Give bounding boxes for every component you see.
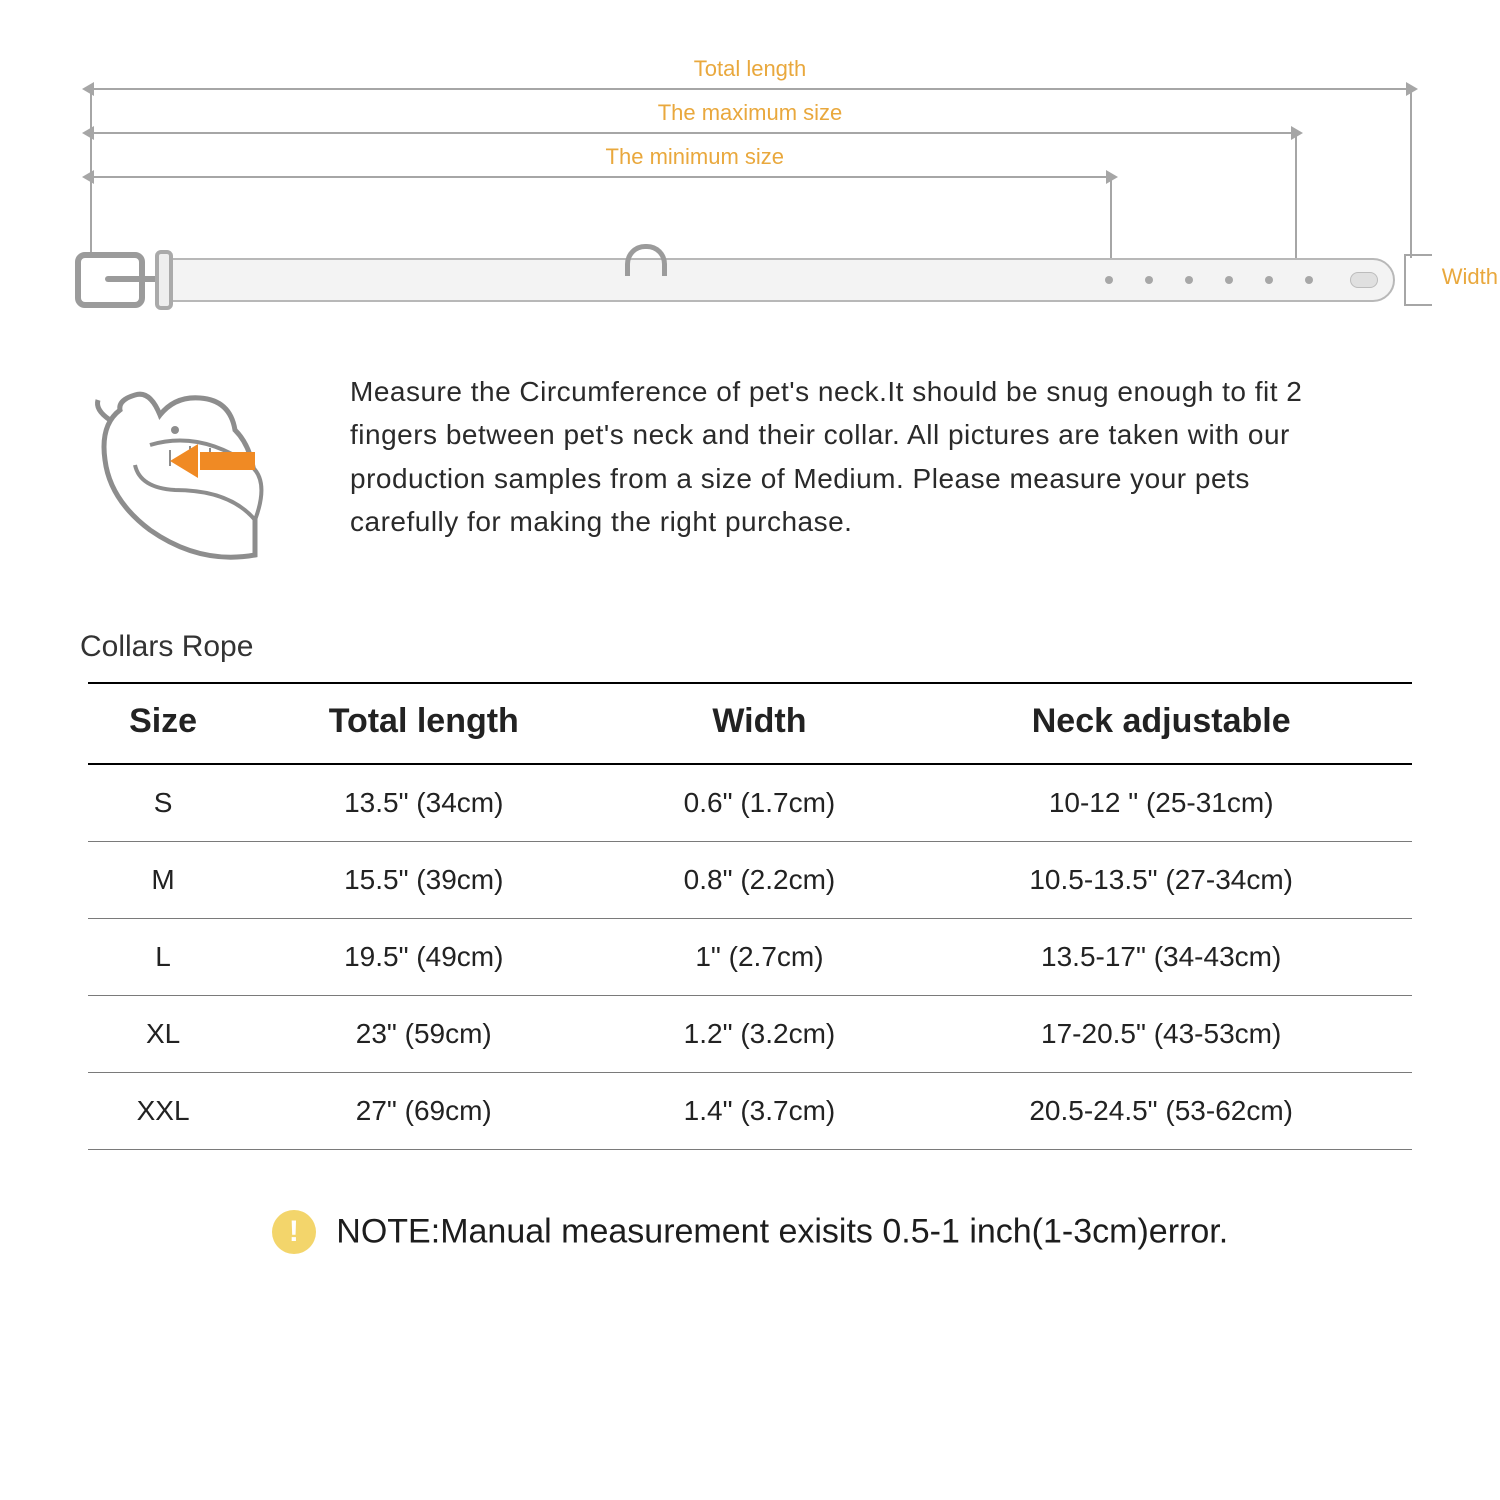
- table-row: L19.5" (49cm)1" (2.7cm)13.5-17" (34-43cm…: [88, 919, 1413, 996]
- collar-illustration: [65, 250, 1435, 310]
- table-cell: 10-12 " (25-31cm): [910, 764, 1412, 842]
- table-row: XL23" (59cm)1.2" (3.2cm)17-20.5" (43-53c…: [88, 996, 1413, 1073]
- arrow-icon: [82, 126, 94, 140]
- col-neck-adjustable: Neck adjustable: [910, 683, 1412, 764]
- collar-strap: [165, 258, 1395, 302]
- table-cell: 1.4" (3.7cm): [609, 1073, 910, 1150]
- label-max-size: The maximum size: [658, 100, 843, 126]
- table-row: S13.5" (34cm)0.6" (1.7cm)10-12 " (25-31c…: [88, 764, 1413, 842]
- arrow-icon: [82, 82, 94, 96]
- arrow-icon: [1291, 126, 1303, 140]
- table-header-row: Size Total length Width Neck adjustable: [88, 683, 1413, 764]
- collar-tag: [1350, 272, 1378, 288]
- label-width: Width: [1442, 264, 1498, 290]
- table-cell: 20.5-24.5" (53-62cm): [910, 1073, 1412, 1150]
- collar-hole: [1105, 276, 1113, 284]
- arrow-icon: [1106, 170, 1118, 184]
- table-cell: 23" (59cm): [239, 996, 609, 1073]
- table-cell: 13.5-17" (34-43cm): [910, 919, 1412, 996]
- dog-measure-icon: [80, 370, 310, 575]
- collar-keeper: [155, 250, 173, 310]
- dim-tick: [1110, 176, 1112, 258]
- table-cell: XXL: [88, 1073, 239, 1150]
- col-total-length: Total length: [239, 683, 609, 764]
- table-cell: 1.2" (3.2cm): [609, 996, 910, 1073]
- label-min-size: The minimum size: [606, 144, 784, 170]
- table-cell: L: [88, 919, 239, 996]
- table-cell: 13.5" (34cm): [239, 764, 609, 842]
- table-cell: S: [88, 764, 239, 842]
- label-total-length: Total length: [694, 56, 807, 82]
- table-cell: 0.8" (2.2cm): [609, 842, 910, 919]
- d-ring-icon: [625, 244, 667, 276]
- collar-dimension-diagram: Total length The maximum size The minimu…: [60, 60, 1440, 320]
- table-cell: 0.6" (1.7cm): [609, 764, 910, 842]
- note-prefix: NOTE:: [336, 1213, 440, 1251]
- table-cell: XL: [88, 996, 239, 1073]
- col-width: Width: [609, 683, 910, 764]
- col-size: Size: [88, 683, 239, 764]
- collar-hole: [1265, 276, 1273, 284]
- instruction-text: Measure the Circumference of pet's neck.…: [350, 370, 1350, 544]
- note-body: Manual measurement exisits 0.5-1 inch(1-…: [440, 1213, 1228, 1251]
- table-cell: 17-20.5" (43-53cm): [910, 996, 1412, 1073]
- instruction-row: Measure the Circumference of pet's neck.…: [60, 370, 1440, 575]
- table-cell: 10.5-13.5" (27-34cm): [910, 842, 1412, 919]
- width-bracket: [1404, 254, 1444, 306]
- table-cell: 27" (69cm): [239, 1073, 609, 1150]
- size-table: Size Total length Width Neck adjustable …: [88, 682, 1413, 1150]
- dim-tick: [1295, 132, 1297, 258]
- table-title: Collars Rope: [80, 630, 1440, 664]
- dim-line-total: [90, 88, 1410, 90]
- warning-icon: !: [272, 1210, 316, 1254]
- note-text: NOTE:Manual measurement exisits 0.5-1 in…: [336, 1213, 1228, 1251]
- table-row: M15.5" (39cm)0.8" (2.2cm)10.5-13.5" (27-…: [88, 842, 1413, 919]
- dim-tick: [1410, 88, 1412, 258]
- arrow-icon: [82, 170, 94, 184]
- dim-line-max: [90, 132, 1295, 134]
- collar-hole: [1225, 276, 1233, 284]
- arrow-icon: [1406, 82, 1418, 96]
- table-cell: 15.5" (39cm): [239, 842, 609, 919]
- table-cell: 1" (2.7cm): [609, 919, 910, 996]
- dim-line-min: [90, 176, 1110, 178]
- table-cell: 19.5" (49cm): [239, 919, 609, 996]
- table-cell: M: [88, 842, 239, 919]
- collar-hole: [1305, 276, 1313, 284]
- collar-hole: [1185, 276, 1193, 284]
- table-row: XXL27" (69cm)1.4" (3.7cm)20.5-24.5" (53-…: [88, 1073, 1413, 1150]
- note-row: ! NOTE:Manual measurement exisits 0.5-1 …: [60, 1210, 1440, 1254]
- collar-hole: [1145, 276, 1153, 284]
